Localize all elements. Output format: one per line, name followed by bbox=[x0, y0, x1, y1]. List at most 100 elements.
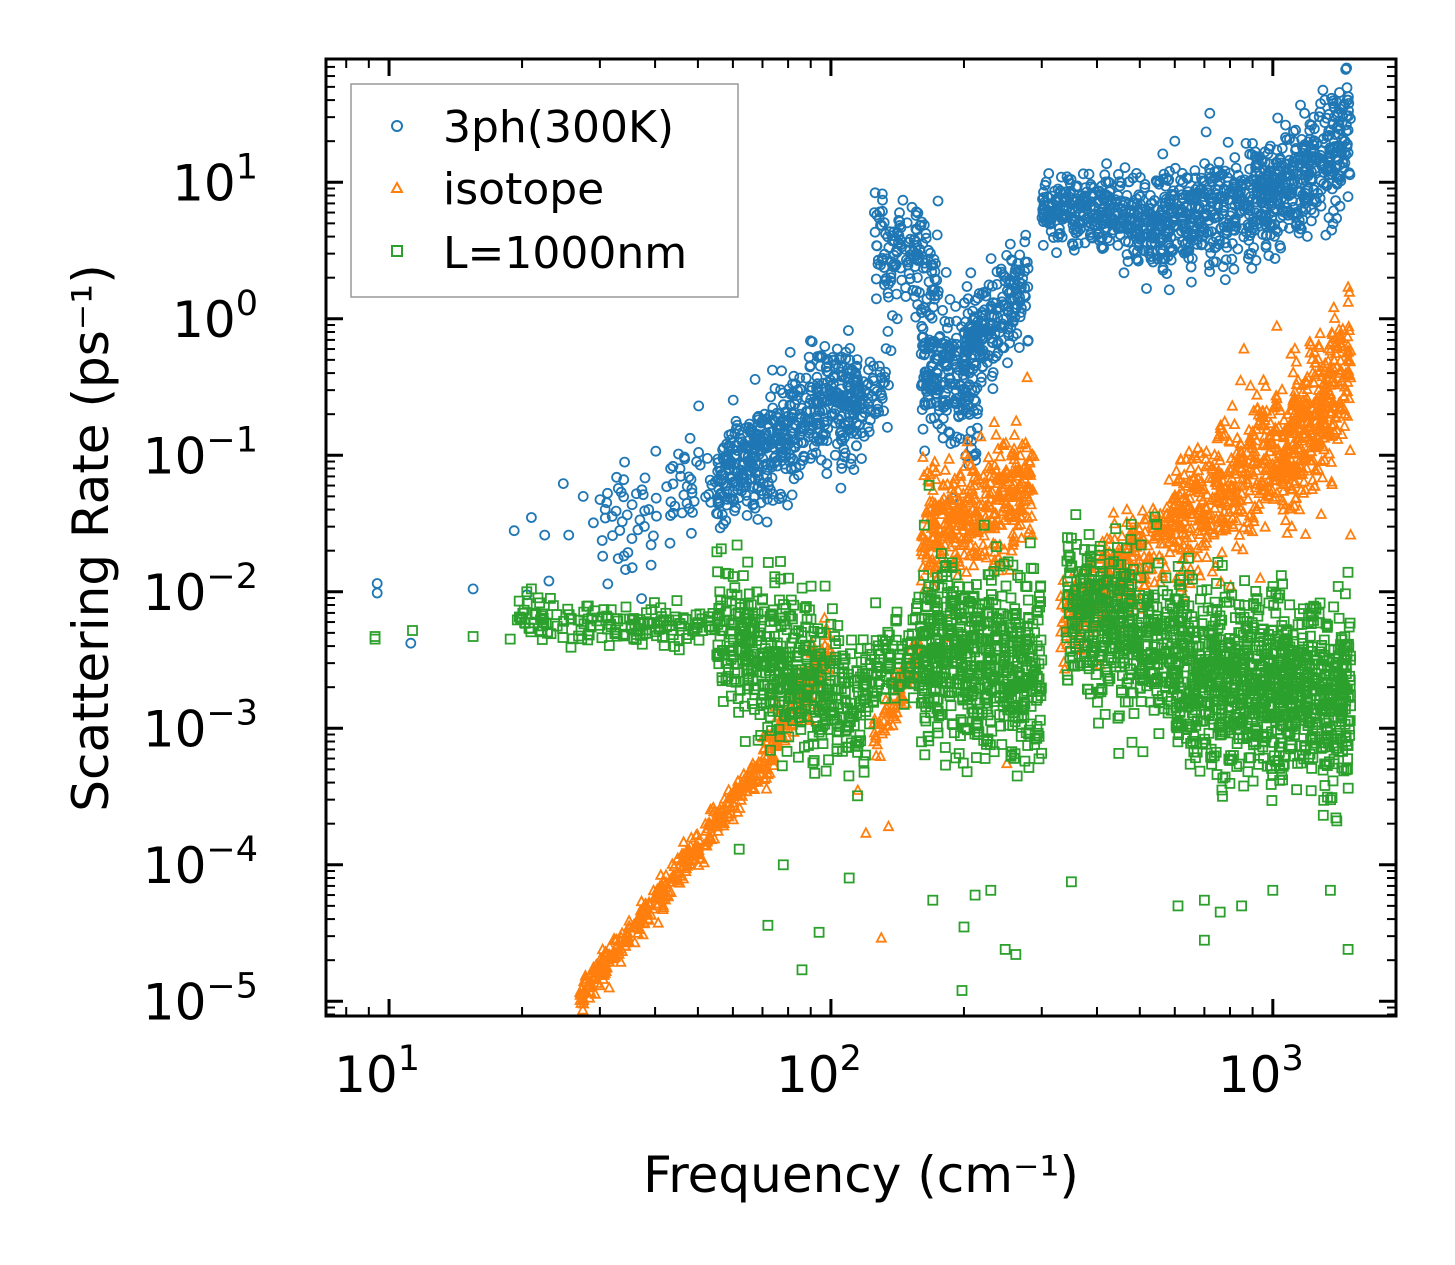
point-3ph bbox=[714, 522, 726, 534]
point-3ph bbox=[785, 443, 797, 455]
point-3ph bbox=[704, 474, 716, 486]
point-3ph bbox=[940, 348, 952, 360]
point-3ph bbox=[939, 376, 950, 388]
point-3ph bbox=[869, 187, 881, 199]
point-3ph bbox=[1079, 237, 1091, 249]
point-3ph bbox=[871, 209, 883, 221]
point-3ph bbox=[784, 346, 796, 358]
point-3ph bbox=[741, 495, 753, 507]
point-3ph bbox=[1101, 158, 1112, 170]
point-3ph bbox=[871, 293, 882, 305]
point-3ph bbox=[1004, 274, 1016, 286]
point-3ph bbox=[779, 429, 791, 440]
point-3ph bbox=[931, 367, 943, 379]
point-3ph bbox=[1102, 176, 1114, 188]
point-3ph bbox=[937, 413, 949, 424]
point-3ph bbox=[667, 478, 679, 490]
point-3ph bbox=[740, 489, 752, 501]
point-3ph bbox=[920, 399, 931, 411]
point-3ph bbox=[851, 440, 862, 452]
point-3ph bbox=[971, 422, 983, 434]
point-3ph bbox=[950, 359, 962, 370]
point-3ph bbox=[650, 445, 662, 457]
point-3ph bbox=[895, 262, 906, 274]
point-3ph bbox=[920, 228, 932, 240]
point-3ph bbox=[1038, 192, 1049, 203]
point-3ph bbox=[694, 459, 706, 471]
point-3ph bbox=[815, 454, 827, 466]
point-3ph bbox=[835, 418, 846, 430]
point-3ph bbox=[791, 390, 803, 402]
point-3ph bbox=[1077, 168, 1089, 180]
point-3ph bbox=[873, 360, 885, 372]
point-3ph bbox=[951, 431, 963, 443]
point-3ph bbox=[1088, 218, 1100, 230]
point-3ph bbox=[902, 256, 914, 268]
point-3ph bbox=[819, 340, 831, 352]
point-3ph bbox=[911, 285, 922, 297]
point-3ph bbox=[1070, 227, 1082, 239]
point-3ph bbox=[1011, 328, 1023, 340]
point-3ph bbox=[1087, 188, 1098, 200]
point-3ph bbox=[639, 472, 651, 484]
point-3ph bbox=[775, 450, 787, 462]
point-3ph bbox=[882, 287, 894, 299]
point-3ph bbox=[977, 361, 988, 373]
point-3ph bbox=[1013, 342, 1025, 354]
point-3ph bbox=[851, 360, 863, 372]
point-3ph bbox=[961, 381, 973, 393]
point-3ph bbox=[852, 374, 863, 386]
point-3ph bbox=[917, 238, 929, 250]
point-3ph bbox=[880, 366, 891, 378]
point-3ph bbox=[836, 361, 848, 373]
point-3ph bbox=[702, 452, 713, 464]
point-3ph bbox=[915, 348, 927, 360]
point-3ph bbox=[738, 457, 750, 469]
point-3ph bbox=[755, 417, 767, 429]
point-3ph bbox=[1114, 180, 1126, 192]
point-3ph bbox=[1019, 256, 1031, 268]
point-3ph bbox=[987, 352, 999, 364]
point-3ph bbox=[727, 394, 739, 406]
point-3ph bbox=[821, 468, 833, 480]
point-3ph bbox=[794, 372, 806, 384]
point-3ph bbox=[752, 414, 764, 426]
point-3ph bbox=[626, 499, 638, 511]
point-3ph bbox=[888, 226, 900, 238]
point-3ph bbox=[650, 492, 662, 504]
point-3ph bbox=[992, 337, 1004, 348]
point-3ph bbox=[1022, 335, 1034, 347]
point-3ph bbox=[920, 370, 931, 382]
point-3ph bbox=[931, 229, 943, 241]
point-3ph bbox=[912, 207, 924, 219]
point-3ph bbox=[876, 392, 888, 404]
point-3ph bbox=[815, 350, 827, 362]
point-3ph bbox=[836, 458, 848, 470]
point-3ph bbox=[765, 391, 776, 403]
point-3ph bbox=[813, 435, 825, 447]
point-3ph bbox=[848, 425, 860, 437]
point-3ph bbox=[897, 194, 909, 206]
point-3ph bbox=[862, 378, 874, 390]
point-3ph bbox=[1047, 210, 1058, 222]
point-3ph bbox=[611, 471, 622, 483]
point-3ph bbox=[804, 381, 816, 393]
point-3ph bbox=[1012, 265, 1023, 277]
point-3ph bbox=[933, 332, 945, 344]
point-3ph bbox=[1020, 229, 1032, 241]
point-3ph bbox=[909, 234, 920, 246]
point-3ph bbox=[725, 472, 736, 484]
point-3ph bbox=[599, 503, 611, 515]
point-3ph bbox=[916, 303, 927, 315]
point-3ph bbox=[782, 499, 793, 511]
point-3ph bbox=[703, 489, 715, 500]
point-3ph bbox=[974, 327, 986, 339]
point-3ph bbox=[885, 345, 897, 357]
point-3ph bbox=[888, 261, 900, 273]
point-3ph bbox=[665, 510, 676, 521]
point-3ph bbox=[878, 405, 889, 417]
point-3ph bbox=[948, 341, 960, 353]
point-3ph bbox=[607, 530, 618, 541]
point-3ph bbox=[693, 446, 704, 458]
